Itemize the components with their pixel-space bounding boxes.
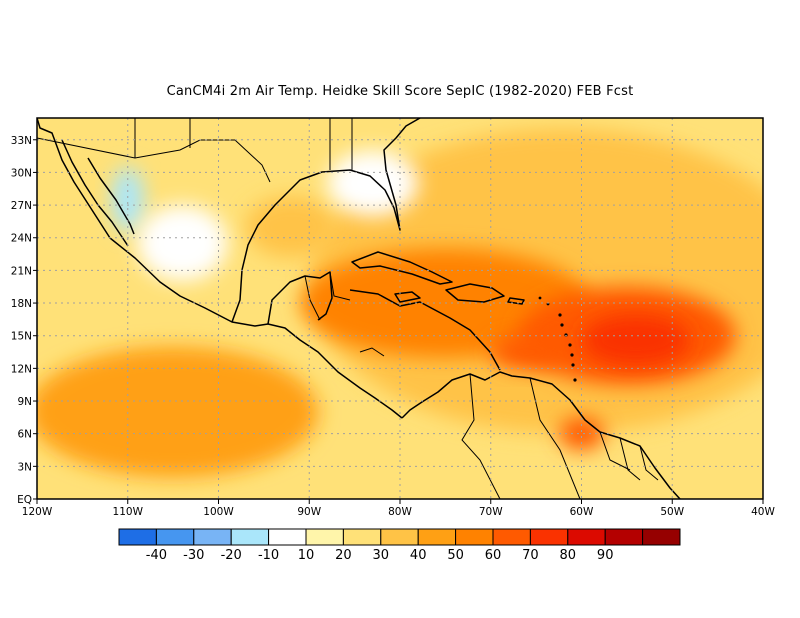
colorbar-label: 10 xyxy=(298,548,315,563)
colorbar-swatch xyxy=(604,528,644,546)
lon-axis: 120W 110W 100W 90W 80W 70W 60W 50W 40W xyxy=(22,499,775,518)
political-borders xyxy=(37,118,659,499)
lon-tick-label: 70W xyxy=(479,506,503,518)
lesser-antilles xyxy=(538,296,577,382)
lon-tick-label: 60W xyxy=(570,506,594,518)
skill-region xyxy=(37,346,319,478)
colorbar-label: 70 xyxy=(522,548,539,563)
colorbar-label: -10 xyxy=(258,548,279,563)
colorbar-swatch xyxy=(155,528,195,546)
lat-tick-label: 21N xyxy=(11,265,32,277)
lat-tick-label: 18N xyxy=(11,298,32,310)
colorbar-label: 20 xyxy=(335,548,352,563)
colorbar-swatch xyxy=(230,528,270,546)
lat-tick-label: 24N xyxy=(11,233,32,245)
lat-tick-label: EQ xyxy=(17,494,32,506)
lat-axis: EQ 3N 6N 9N 12N 15N 18N 21N 24N 27N 30N 33N xyxy=(11,135,37,506)
colorbar-label: 80 xyxy=(560,548,577,563)
colorbar-label: 50 xyxy=(447,548,464,563)
colorbar: -40 -30 -20 -10 10 20 30 40 50 60 70 80 90 xyxy=(118,528,681,563)
lon-tick-label: 100W xyxy=(203,506,234,518)
colorbar-label: -40 xyxy=(146,548,167,563)
lon-tick-label: 90W xyxy=(297,506,321,518)
lon-tick-label: 120W xyxy=(22,506,53,518)
lat-tick-label: 9N xyxy=(17,396,32,408)
map-title: CanCM4i 2m Air Temp. Heidke Skill Score … xyxy=(166,84,634,99)
lat-tick-label: 15N xyxy=(11,331,32,343)
lon-tick-label: 80W xyxy=(388,506,412,518)
colorbar-label: -20 xyxy=(221,548,242,563)
colorbar-swatch xyxy=(417,528,457,546)
colorbar-label: 40 xyxy=(410,548,427,563)
skill-region xyxy=(581,313,691,367)
lat-tick-label: 27N xyxy=(11,200,32,212)
colorbar-swatch xyxy=(642,528,681,546)
lon-tick-label: 110W xyxy=(113,506,144,518)
colorbar-label: 30 xyxy=(373,548,390,563)
colorbar-swatch xyxy=(455,528,494,546)
lat-tick-label: 6N xyxy=(17,429,32,441)
colorbar-label: 60 xyxy=(485,548,502,563)
lat-tick-label: 12N xyxy=(11,363,32,375)
colorbar-swatch xyxy=(567,528,606,546)
colorbar-label: 90 xyxy=(597,548,614,563)
skill-region xyxy=(490,334,564,370)
colorbar-swatch xyxy=(193,528,232,546)
lon-tick-label: 40W xyxy=(751,506,775,518)
skill-region xyxy=(111,166,145,233)
colorbar-swatch xyxy=(529,528,569,546)
skill-region xyxy=(327,150,419,216)
colorbar-swatch xyxy=(342,528,382,546)
colorbar-swatch xyxy=(305,528,344,546)
colorbar-swatch xyxy=(268,528,307,546)
lon-tick-label: 50W xyxy=(660,506,684,518)
colorbar-swatch xyxy=(380,528,419,546)
grid-lines xyxy=(37,118,763,499)
lat-tick-label: 33N xyxy=(11,135,32,147)
lat-tick-label: 3N xyxy=(17,461,32,473)
colorbar-swatch xyxy=(118,528,157,546)
skill-region xyxy=(136,205,228,282)
lat-tick-label: 30N xyxy=(11,167,32,179)
colorbar-label: -30 xyxy=(183,548,204,563)
colorbar-swatch xyxy=(492,528,531,546)
